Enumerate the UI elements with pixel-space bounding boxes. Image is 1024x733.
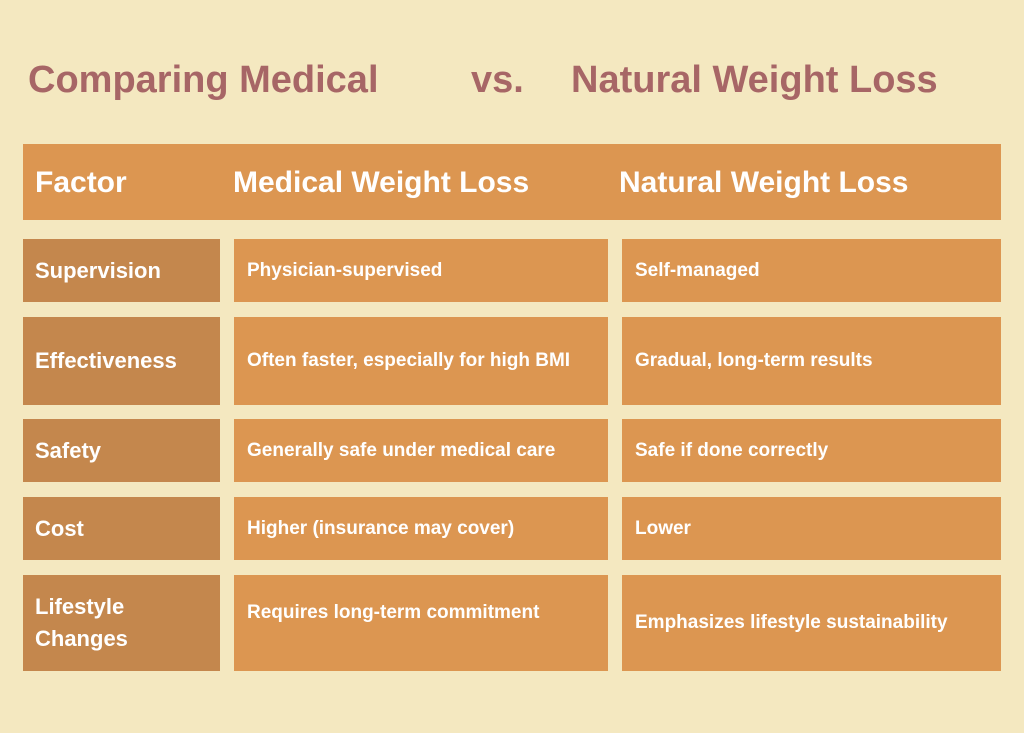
header-factor: Factor [35,166,127,199]
natural-cell: Safe if done correctly [622,419,1001,482]
title-vs: vs. [471,59,524,101]
header-natural-weight-loss: Natural Weight Loss [619,166,909,199]
natural-cell: Emphasizes lifestyle sustainability [622,575,1001,671]
medical-cell: Physician-supervised [234,239,608,302]
natural-cell: Gradual, long-term results [622,317,1001,405]
medical-cell: Requires long-term commitment [234,575,608,671]
factor-cell: Effectiveness [23,317,220,405]
medical-cell: Generally safe under medical care [234,419,608,482]
factor-cell: Lifestyle Changes [23,575,220,671]
natural-cell: Self-managed [622,239,1001,302]
medical-cell: Higher (insurance may cover) [234,497,608,560]
header-medical-weight-loss: Medical Weight Loss [233,166,530,199]
factor-cell: Safety [23,419,220,482]
table-header: Factor Medical Weight Loss Natural Weigh… [23,144,1001,220]
factor-cell: Supervision [23,239,220,302]
page-title: Comparing Medical vs. Natural Weight Los… [0,52,1024,108]
title-medical: Comparing Medical [28,59,379,101]
factor-cell: Cost [23,497,220,560]
natural-cell: Lower [622,497,1001,560]
medical-cell: Often faster, especially for high BMI [234,317,608,405]
title-natural: Natural Weight Loss [571,59,938,101]
